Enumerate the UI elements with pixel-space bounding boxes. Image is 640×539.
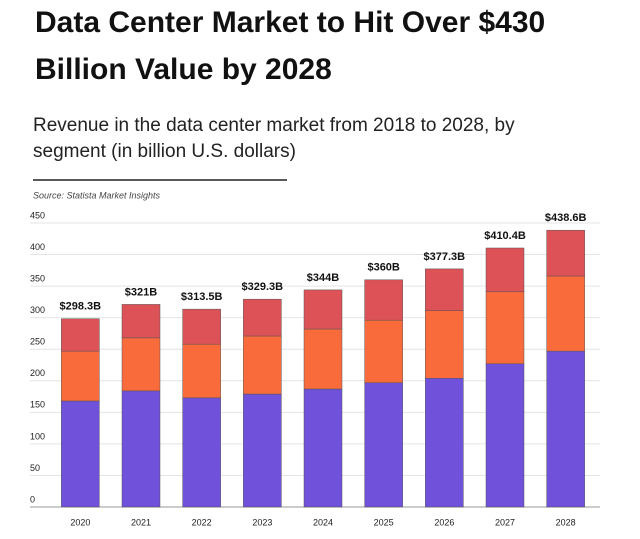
y-tick-label: 0: [30, 494, 35, 504]
total-label: $360B: [367, 262, 399, 274]
total-label: $329.3B: [242, 281, 284, 293]
bar-segment: [425, 268, 464, 311]
x-tick-label: 2027: [495, 517, 515, 527]
x-tick-label: 2023: [252, 517, 272, 527]
bar-segment: [485, 363, 525, 508]
bar-segment: [182, 308, 221, 345]
y-tick-label: 200: [30, 368, 45, 378]
x-tick-label: 2024: [313, 517, 333, 527]
bar-segment: [364, 319, 403, 383]
bar-segment: [303, 328, 343, 390]
bar-segment: [243, 298, 282, 337]
total-label: $438.6B: [545, 212, 587, 224]
bar-segment: [485, 291, 525, 364]
x-tick-label: 2026: [434, 517, 454, 527]
total-label: $313.5B: [181, 291, 223, 303]
y-tick-label: 100: [30, 431, 45, 441]
total-label: $298.3B: [60, 301, 102, 313]
chart-title: Data Center Market to Hit Over $430: [35, 6, 545, 39]
y-tick-label: 300: [30, 305, 45, 315]
chart-subtitle: Revenue in the data center market from 2…: [33, 115, 515, 136]
y-tick-label: 350: [30, 273, 45, 283]
bar-segment: [121, 337, 161, 392]
total-label: $321B: [125, 286, 157, 298]
y-tick-label: 450: [30, 210, 45, 220]
total-label: $344B: [307, 272, 339, 284]
bar-segment: [182, 397, 221, 508]
bar-segment: [61, 318, 100, 352]
x-tick-label: 2020: [70, 517, 90, 527]
bar-segment: [121, 390, 161, 508]
x-tick-label: 2025: [374, 517, 394, 527]
bar-segment: [546, 350, 585, 508]
bar-segment: [61, 400, 100, 508]
bar-segment: [546, 275, 585, 352]
chart-subtitle: segment (in billion U.S. dollars): [33, 141, 296, 162]
bar-segment: [425, 378, 464, 508]
bar-segment: [425, 310, 464, 379]
bar-segment: [303, 388, 343, 508]
bar-segment: [364, 279, 403, 321]
total-label: $377.3B: [424, 251, 466, 263]
total-label: $410.4B: [484, 230, 526, 242]
bar-segment: [303, 289, 343, 330]
bar-segment: [546, 229, 585, 277]
chart-title: Billion Value by 2028: [35, 53, 332, 86]
bar-segment: [243, 335, 282, 395]
y-tick-label: 50: [30, 463, 40, 473]
bar-segment: [121, 304, 161, 339]
x-tick-label: 2028: [556, 517, 576, 527]
bar-segment: [243, 393, 282, 508]
bar-segment: [61, 350, 100, 402]
y-tick-label: 400: [30, 242, 45, 252]
x-tick-label: 2022: [192, 517, 212, 527]
x-tick-label: 2021: [131, 517, 151, 527]
source: Source: Statista Market Insights: [33, 190, 161, 200]
y-tick-label: 150: [30, 400, 45, 410]
bar-segment: [364, 382, 403, 508]
y-tick-label: 250: [30, 337, 45, 347]
bar-segment: [182, 343, 221, 399]
bar-segment: [485, 247, 525, 293]
